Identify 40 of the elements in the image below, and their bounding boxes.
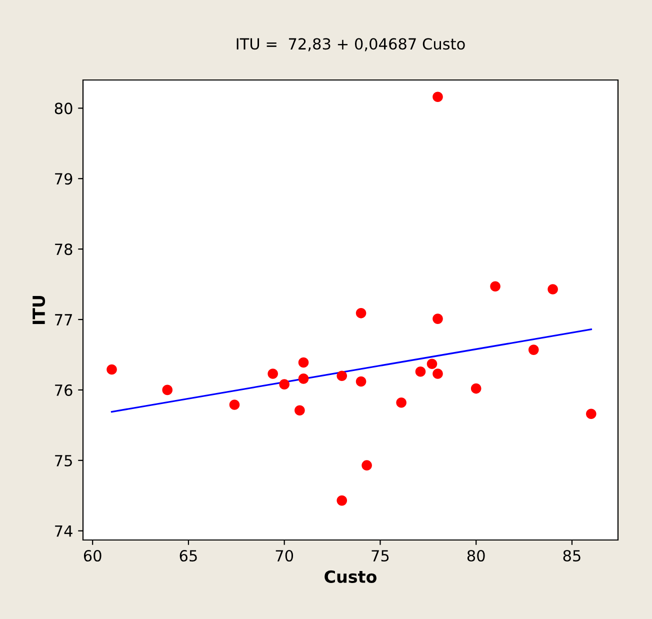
point <box>268 368 278 379</box>
y-tick-label: 76 <box>55 384 72 396</box>
point <box>586 408 596 420</box>
point <box>432 368 443 379</box>
x-tick-label: 85 <box>563 550 580 562</box>
x-axis-title: Custo <box>324 570 376 583</box>
point <box>548 284 558 294</box>
point <box>432 314 443 324</box>
y-axis-title: ITU <box>32 296 46 324</box>
point <box>396 397 406 408</box>
point <box>298 357 309 368</box>
y-tick-label: 79 <box>55 173 72 185</box>
x-tick-label: 60 <box>84 550 102 562</box>
y-tick-label: 74 <box>55 526 72 537</box>
point <box>432 92 443 102</box>
point <box>279 379 290 390</box>
point <box>106 364 117 375</box>
y-tick-label: 78 <box>55 244 72 256</box>
y-tick-label: 80 <box>54 102 72 114</box>
point <box>162 384 173 396</box>
y-tick-label: 75 <box>55 455 72 466</box>
point <box>490 281 500 292</box>
point <box>426 358 438 370</box>
point <box>294 405 305 416</box>
x-tick-label: 70 <box>276 550 294 562</box>
point <box>356 376 366 387</box>
x-tick-label: 65 <box>180 550 197 562</box>
point <box>356 308 366 318</box>
point <box>298 374 309 384</box>
point <box>229 400 240 410</box>
x-tick-label: 75 <box>372 550 389 562</box>
point <box>336 370 348 382</box>
point <box>336 495 348 506</box>
x-tick-label: 80 <box>467 550 485 562</box>
point <box>470 383 482 394</box>
point <box>415 366 426 377</box>
y-tick-label: 77 <box>55 314 72 326</box>
point <box>362 460 372 470</box>
point <box>528 344 539 355</box>
chart-title: ITU = 72,83 + 0,04687 Custo <box>236 38 465 52</box>
